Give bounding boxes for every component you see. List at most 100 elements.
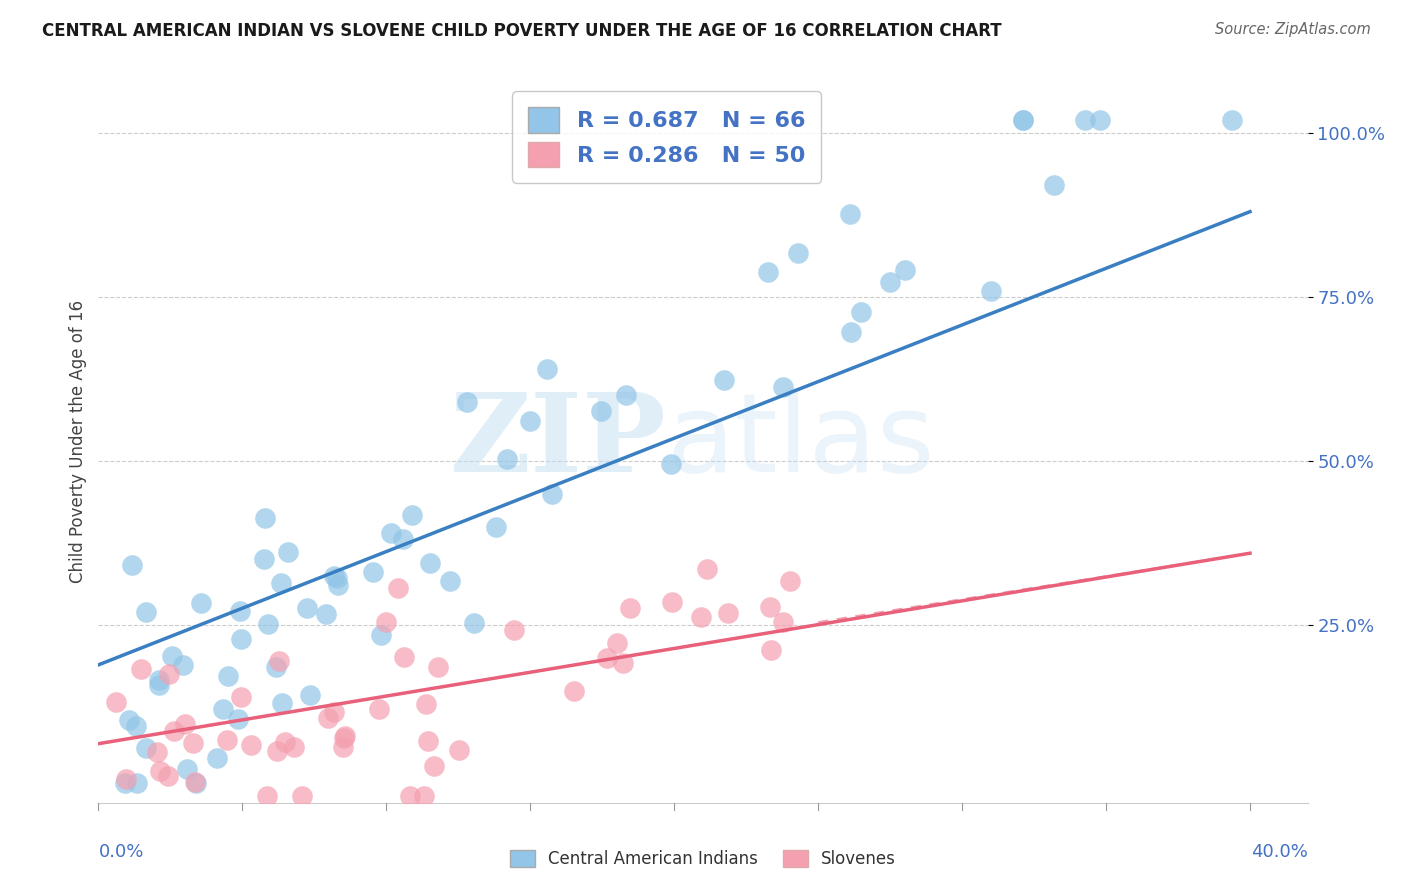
Point bbox=[160, 648, 183, 663]
Point bbox=[361, 565, 384, 579]
Legend: Central American Indians, Slovenes: Central American Indians, Slovenes bbox=[503, 843, 903, 875]
Point bbox=[114, 776, 136, 790]
Point bbox=[176, 762, 198, 776]
Point bbox=[316, 711, 339, 725]
Point bbox=[181, 735, 204, 749]
Text: Source: ZipAtlas.com: Source: ZipAtlas.com bbox=[1215, 22, 1371, 37]
Point bbox=[370, 628, 392, 642]
Point bbox=[463, 615, 485, 630]
Point bbox=[277, 545, 299, 559]
Point bbox=[536, 361, 558, 376]
Text: ZIP: ZIP bbox=[450, 388, 666, 495]
Point bbox=[894, 263, 917, 277]
Text: atlas: atlas bbox=[666, 388, 935, 495]
Point bbox=[589, 404, 612, 418]
Point bbox=[456, 394, 478, 409]
Legend: R = 0.687   N = 66, R = 0.286   N = 50: R = 0.687 N = 66, R = 0.286 N = 50 bbox=[512, 91, 821, 183]
Point bbox=[503, 623, 526, 637]
Point bbox=[485, 519, 508, 533]
Point bbox=[612, 656, 634, 670]
Point bbox=[326, 571, 349, 585]
Point bbox=[758, 599, 780, 614]
Point bbox=[717, 606, 740, 620]
Point bbox=[266, 744, 288, 758]
Point bbox=[779, 574, 801, 589]
Point bbox=[387, 581, 409, 595]
Point bbox=[129, 662, 152, 676]
Point bbox=[596, 651, 619, 665]
Point bbox=[322, 705, 344, 719]
Point bbox=[367, 701, 389, 715]
Point bbox=[1011, 112, 1033, 127]
Point bbox=[849, 304, 872, 318]
Point bbox=[256, 789, 278, 804]
Point bbox=[125, 776, 148, 790]
Point bbox=[399, 789, 422, 804]
Point bbox=[229, 690, 252, 704]
Text: CENTRAL AMERICAN INDIAN VS SLOVENE CHILD POVERTY UNDER THE AGE OF 16 CORRELATION: CENTRAL AMERICAN INDIAN VS SLOVENE CHILD… bbox=[42, 22, 1002, 40]
Point bbox=[326, 578, 349, 592]
Point bbox=[659, 457, 682, 471]
Point bbox=[212, 701, 235, 715]
Point bbox=[253, 511, 276, 525]
Point bbox=[772, 380, 794, 394]
Point bbox=[335, 729, 357, 743]
Point bbox=[427, 660, 450, 674]
Point bbox=[661, 594, 683, 608]
Point bbox=[163, 724, 186, 739]
Point bbox=[118, 714, 141, 728]
Point bbox=[271, 697, 294, 711]
Point bbox=[135, 605, 157, 619]
Point bbox=[257, 617, 280, 632]
Point bbox=[759, 643, 782, 657]
Point bbox=[264, 660, 287, 674]
Point bbox=[333, 731, 356, 745]
Point bbox=[240, 738, 263, 752]
Point bbox=[838, 207, 860, 221]
Point bbox=[184, 775, 207, 789]
Point bbox=[105, 695, 128, 709]
Point bbox=[786, 246, 808, 260]
Point bbox=[541, 487, 564, 501]
Point bbox=[1220, 112, 1243, 127]
Point bbox=[756, 265, 779, 279]
Point bbox=[1074, 112, 1097, 127]
Point bbox=[291, 789, 314, 804]
Point bbox=[323, 569, 346, 583]
Point bbox=[439, 574, 461, 588]
Text: 40.0%: 40.0% bbox=[1251, 843, 1308, 861]
Point bbox=[172, 657, 194, 672]
Point bbox=[121, 558, 143, 572]
Point bbox=[413, 789, 436, 804]
Point bbox=[374, 615, 396, 630]
Point bbox=[332, 739, 354, 754]
Point bbox=[274, 735, 297, 749]
Point bbox=[380, 526, 402, 541]
Point bbox=[295, 601, 318, 615]
Y-axis label: Child Poverty Under the Age of 16: Child Poverty Under the Age of 16 bbox=[69, 300, 87, 583]
Point bbox=[226, 712, 249, 726]
Point bbox=[190, 596, 212, 610]
Point bbox=[148, 678, 170, 692]
Point bbox=[253, 552, 276, 566]
Point bbox=[519, 414, 541, 428]
Point bbox=[229, 604, 252, 618]
Point bbox=[416, 733, 439, 747]
Point bbox=[174, 717, 197, 731]
Point bbox=[415, 698, 437, 712]
Point bbox=[1012, 112, 1035, 127]
Point bbox=[614, 388, 637, 402]
Point bbox=[879, 276, 901, 290]
Point bbox=[696, 562, 718, 576]
Point bbox=[447, 743, 470, 757]
Point bbox=[392, 533, 415, 547]
Text: 0.0%: 0.0% bbox=[98, 843, 143, 861]
Point bbox=[149, 764, 172, 779]
Point bbox=[229, 632, 252, 646]
Point bbox=[157, 667, 180, 681]
Point bbox=[619, 600, 641, 615]
Point bbox=[562, 684, 585, 698]
Point bbox=[299, 688, 322, 702]
Point bbox=[283, 740, 305, 755]
Point bbox=[148, 673, 170, 687]
